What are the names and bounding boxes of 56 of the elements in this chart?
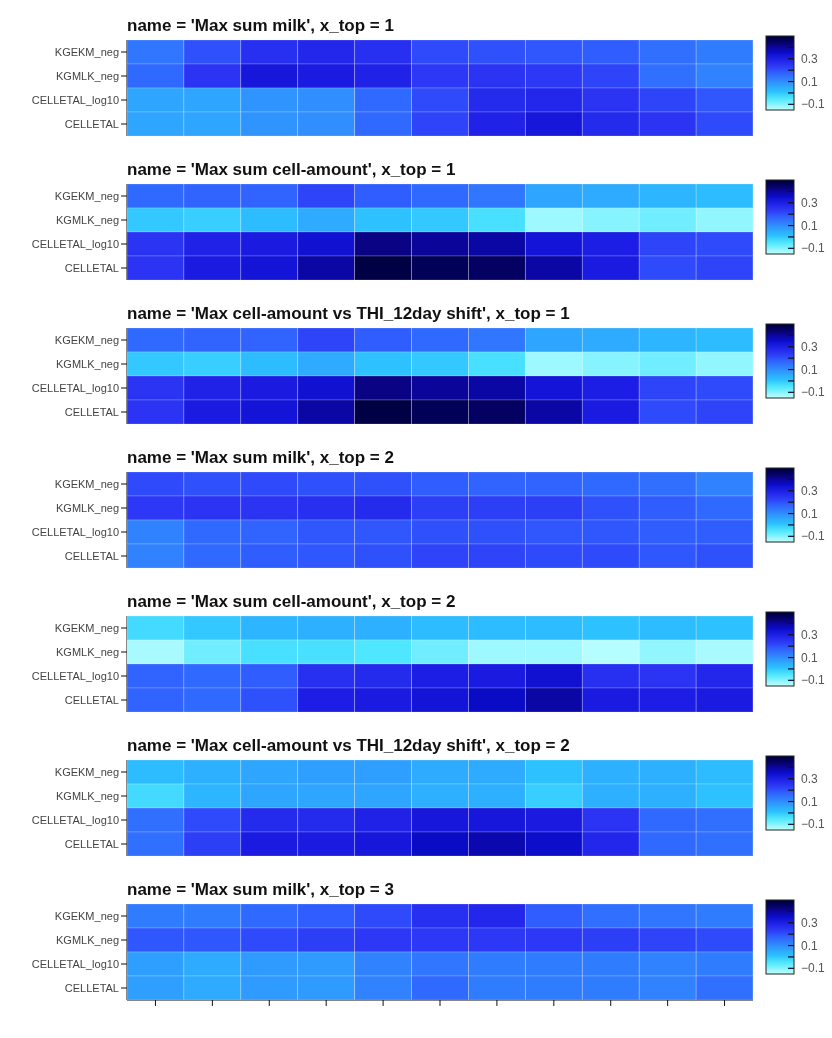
- y-tick-label: CELLETAL_log10: [31, 813, 119, 826]
- color-bar-label: 0.1: [801, 218, 819, 233]
- color-bar-label: −0.1: [801, 961, 826, 976]
- y-tick-label: CELLETAL: [64, 117, 119, 130]
- y-tick-label: KGEKM_neg: [54, 477, 119, 490]
- chart-title: name = 'Max sum milk', x_top = 2: [127, 448, 394, 468]
- y-tick-label: CELLETAL_log10: [31, 93, 119, 106]
- chart-title: name = 'Max cell-amount vs THI_12day shift', x_top = 1: [127, 304, 570, 324]
- color-bar-label: 0.1: [801, 74, 819, 89]
- y-tick-label: CELLETAL_log10: [31, 381, 119, 394]
- chart-title: name = 'Max sum milk', x_top = 1: [127, 16, 394, 36]
- y-tick-label: KGEKM_neg: [54, 45, 119, 58]
- y-tick-label: CELLETAL_log10: [31, 525, 119, 538]
- y-tick-label: CELLETAL_log10: [31, 669, 119, 682]
- color-bar-label: 0.1: [801, 506, 819, 521]
- color-bar-label: −0.1: [801, 817, 826, 832]
- y-tick-label: CELLETAL: [64, 837, 119, 850]
- y-tick-label: CELLETAL_log10: [31, 237, 119, 250]
- color-bar-label: −0.1: [801, 529, 826, 544]
- y-tick-label: KGMLK_neg: [56, 933, 119, 946]
- chart-title: name = 'Max sum milk', x_top = 3: [127, 880, 394, 900]
- color-bar-label: 0.3: [801, 771, 819, 786]
- y-tick-label: KGMLK_neg: [56, 501, 119, 514]
- chart-title: name = 'Max sum cell-amount', x_top = 2: [127, 592, 456, 612]
- y-tick-label: KGMLK_neg: [56, 213, 119, 226]
- color-bar-label: 0.1: [801, 938, 819, 953]
- color-bar-label: −0.1: [801, 97, 826, 112]
- y-tick-label: CELLETAL: [64, 693, 119, 706]
- color-bar-label: 0.3: [801, 627, 819, 642]
- y-tick-label: KGEKM_neg: [54, 333, 119, 346]
- color-bar-label: 0.3: [801, 483, 819, 498]
- y-tick-label: KGEKM_neg: [54, 765, 119, 778]
- color-bar-label: 0.3: [801, 339, 819, 354]
- y-tick-label: KGMLK_neg: [56, 789, 119, 802]
- color-bar-label: −0.1: [801, 385, 826, 400]
- y-tick-label: KGEKM_neg: [54, 621, 119, 634]
- color-bar-label: −0.1: [801, 241, 826, 256]
- chart-title: name = 'Max sum cell-amount', x_top = 1: [127, 160, 456, 180]
- color-bar-label: 0.1: [801, 650, 819, 665]
- y-tick-label: CELLETAL_log10: [31, 957, 119, 970]
- color-bar-label: 0.1: [801, 362, 819, 377]
- y-tick-label: KGEKM_neg: [54, 189, 119, 202]
- chart-title: name = 'Max cell-amount vs THI_12day shift', x_top = 2: [127, 736, 570, 756]
- y-tick-label: CELLETAL: [64, 261, 119, 274]
- y-tick-label: KGMLK_neg: [56, 357, 119, 370]
- y-tick-label: CELLETAL: [64, 549, 119, 562]
- color-bar-label: 0.3: [801, 51, 819, 66]
- color-bar-label: 0.3: [801, 915, 819, 930]
- y-tick-label: CELLETAL: [64, 405, 119, 418]
- color-bar-label: 0.1: [801, 794, 819, 809]
- y-tick-label: CELLETAL: [64, 981, 119, 994]
- color-bar-label: 0.3: [801, 195, 819, 210]
- y-tick-label: KGMLK_neg: [56, 69, 119, 82]
- y-tick-label: KGMLK_neg: [56, 645, 119, 658]
- y-tick-label: KGEKM_neg: [54, 909, 119, 922]
- color-bar-label: −0.1: [801, 673, 826, 688]
